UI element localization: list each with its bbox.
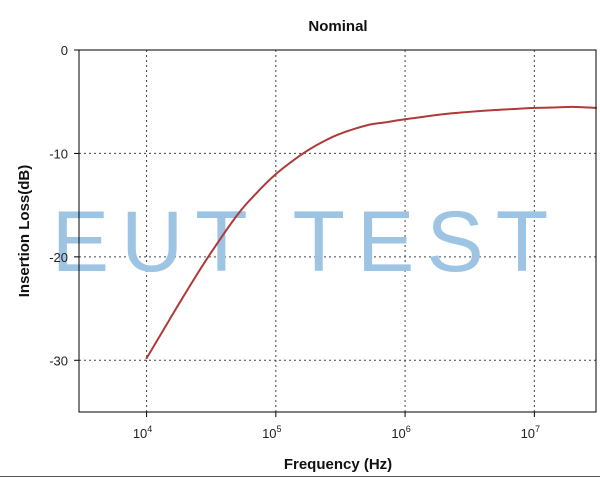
y-tick-label: -20 xyxy=(49,250,68,265)
chart-title: Nominal xyxy=(308,18,367,35)
y-axis: 0 -10 -20 -30 xyxy=(49,43,79,368)
y-tick-label: -10 xyxy=(49,146,68,161)
x-tick-label: 105 xyxy=(262,424,281,441)
watermark-text: EUT TEST xyxy=(52,194,561,290)
series-line xyxy=(145,105,597,360)
y-tick-label: -30 xyxy=(49,353,68,368)
x-tick-label: 107 xyxy=(521,424,540,441)
plot-frame xyxy=(78,49,597,413)
y-axis-label: Insertion Loss(dB) xyxy=(16,165,33,298)
grid xyxy=(79,50,596,412)
x-axis-label: Frequency (Hz) xyxy=(284,456,392,473)
series-layer xyxy=(145,105,597,360)
y-tick-label: 0 xyxy=(61,43,68,58)
x-tick-label: 104 xyxy=(133,424,152,441)
x-tick-label: 106 xyxy=(391,424,410,441)
x-axis: 104 105 106 107 xyxy=(133,412,540,441)
